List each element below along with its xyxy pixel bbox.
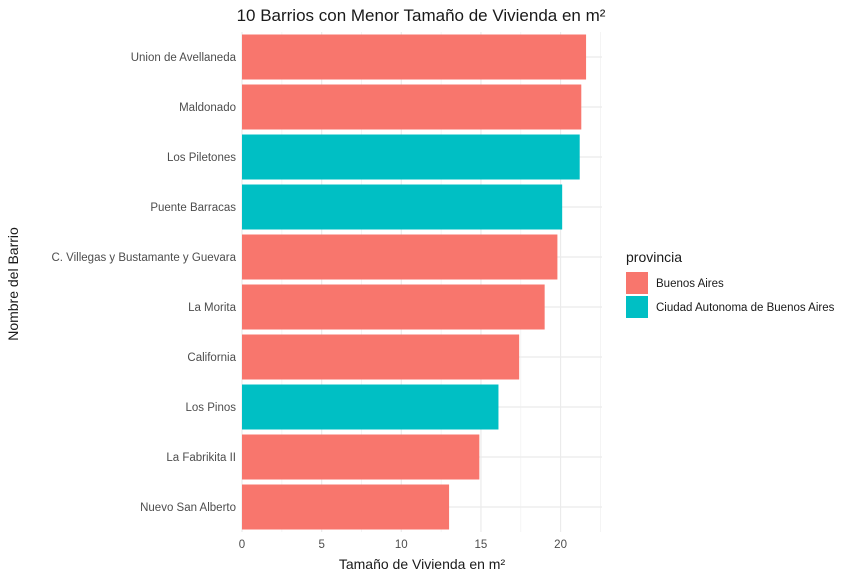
bar [242, 84, 582, 130]
y-tick-label: Los Piletones [167, 152, 236, 164]
y-tick-label: La Fabrikita II [166, 452, 236, 464]
legend-title: provincia [626, 249, 682, 265]
bar [242, 134, 580, 180]
y-axis-tick-labels: Union de Avellaneda Maldonado Los Piletone… [51, 52, 236, 514]
y-tick-label: Union de Avellaneda [131, 52, 237, 64]
x-tick-label: 5 [318, 539, 324, 551]
bar [242, 34, 587, 80]
y-tick-label: Nuevo San Alberto [140, 502, 236, 514]
legend-key [626, 272, 648, 294]
y-tick-label: La Morita [188, 302, 237, 314]
x-tick-label: 10 [395, 539, 408, 551]
legend-label: Buenos Aires [656, 278, 724, 290]
x-axis-tick-labels: 0 5 10 15 20 [239, 539, 567, 551]
bar [242, 234, 558, 280]
chart-title: 10 Barrios con Menor Tamaño de Vivienda … [237, 6, 606, 25]
x-axis-title: Tamaño de Vivienda en m² [339, 556, 506, 572]
x-tick-label: 20 [554, 539, 567, 551]
x-tick-label: 15 [475, 539, 488, 551]
legend-key [626, 296, 648, 318]
y-tick-label: Maldonado [179, 102, 236, 114]
y-tick-label: Los Pinos [185, 402, 236, 414]
bar [242, 334, 520, 380]
bars-group [242, 34, 587, 530]
legend: provincia Buenos Aires Ciudad Autonoma de… [626, 249, 835, 318]
bar [242, 184, 563, 230]
bar [242, 484, 450, 530]
legend-label: Ciudad Autonoma de Buenos Aires [656, 302, 835, 314]
y-axis-title: Nombre del Barrio [5, 227, 21, 341]
bar [242, 384, 499, 430]
bar [242, 434, 480, 480]
y-tick-label: California [187, 352, 236, 364]
y-tick-label: Puente Barracas [150, 202, 236, 214]
x-tick-label: 0 [239, 539, 245, 551]
bar [242, 284, 545, 330]
y-tick-label: C. Villegas y Bustamante y Guevara [51, 252, 236, 264]
